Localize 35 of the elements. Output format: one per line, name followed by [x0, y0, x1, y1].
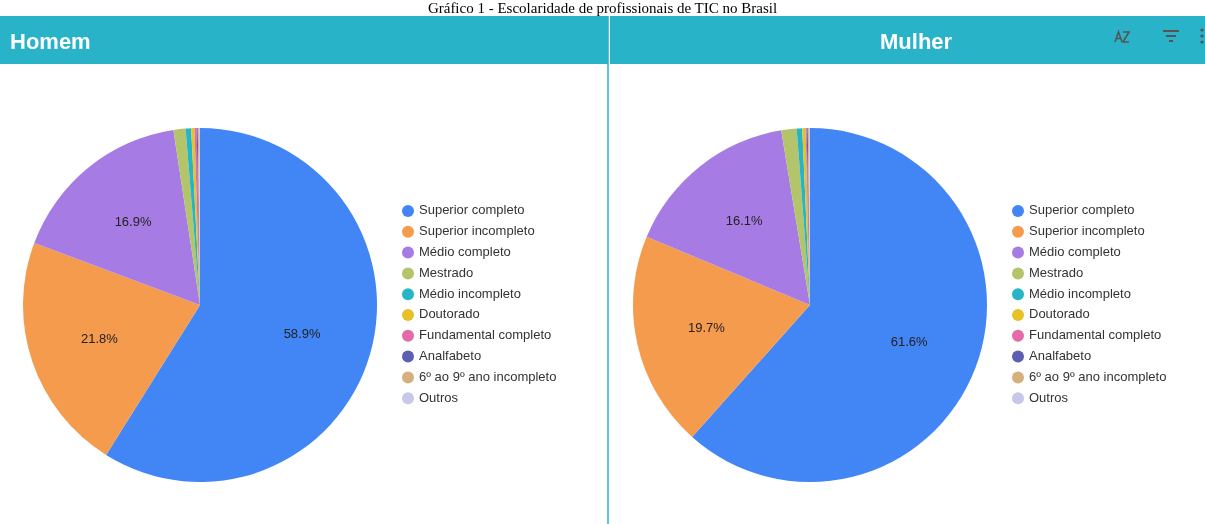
legend-label: Superior incompleto [1029, 223, 1145, 239]
legend-label: Médio completo [1029, 244, 1121, 260]
pie-slice [633, 236, 810, 438]
chart-title: Homem [10, 28, 91, 54]
pie-slice [23, 242, 200, 456]
legend-label: 6º ao 9º ano incompleto [419, 368, 557, 384]
legend-label: Mestrado [419, 264, 474, 280]
data-label: 61.6% [890, 334, 929, 350]
legend-label: Analfabeto [419, 348, 482, 364]
data-label: 16.9% [114, 213, 152, 229]
data-label: 19.7% [687, 319, 726, 335]
legend-label: Médio incompleto [419, 285, 521, 301]
pie-slice [34, 130, 200, 305]
legend-label: Mestrado [1029, 264, 1084, 280]
data-label: 58.9% [283, 325, 321, 341]
pie-slice [781, 128, 810, 305]
legend-label: 6º ao 9º ano incompleto [1029, 368, 1167, 384]
legend-label: Médio completo [419, 244, 511, 260]
legend-label: Superior completo [419, 202, 525, 218]
legend-label: Superior completo [1029, 202, 1135, 218]
legend-label: Outros [419, 389, 459, 405]
legend-label: Fundamental completo [419, 327, 552, 343]
legend-label: Fundamental completo [1029, 327, 1162, 343]
chart-title: Mulher [880, 28, 953, 54]
pie-slice [173, 128, 200, 305]
legend-label: Médio incompleto [1029, 285, 1131, 301]
legend-label: Superior incompleto [419, 223, 535, 239]
legend-label: Analfabeto [1029, 348, 1092, 364]
data-label: 16.1% [725, 213, 763, 229]
legend-label: Doutorado [1029, 306, 1090, 322]
data-label: 21.8% [80, 330, 119, 346]
text: Gráfico 1 - Escolaridade de profissionais de TIC no Brasil [427, 0, 778, 16]
legend-label: Doutorado [419, 306, 480, 322]
pie-slice [646, 130, 810, 305]
legend-label: Outros [1029, 389, 1069, 405]
